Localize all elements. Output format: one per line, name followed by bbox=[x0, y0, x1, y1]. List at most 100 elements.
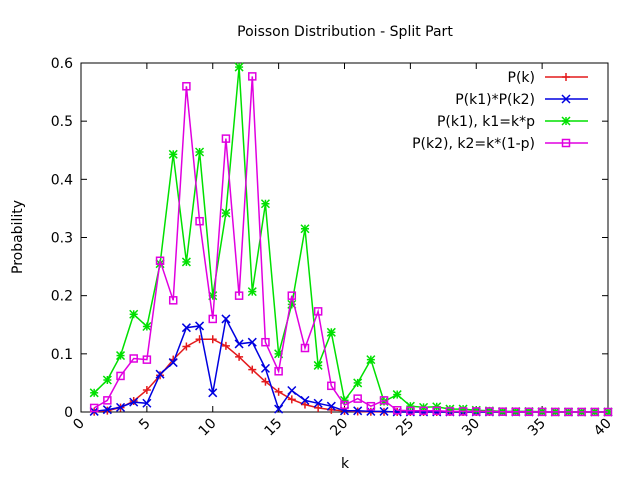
data-point bbox=[537, 407, 547, 417]
data-point bbox=[366, 401, 376, 411]
data-point bbox=[181, 323, 191, 333]
data-point bbox=[392, 407, 402, 417]
data-point bbox=[182, 342, 191, 351]
y-tick-label: 0.6 bbox=[51, 56, 73, 72]
marker-stroke bbox=[234, 339, 244, 349]
marker-stroke bbox=[353, 406, 363, 416]
data-point bbox=[485, 407, 494, 416]
data-point bbox=[221, 314, 231, 324]
marker-stroke bbox=[142, 321, 152, 332]
data-point bbox=[168, 358, 178, 368]
marker-stroke bbox=[287, 385, 297, 396]
data-point bbox=[366, 355, 376, 365]
y-tick-label: 0.5 bbox=[51, 114, 73, 130]
marker-stroke bbox=[274, 404, 284, 414]
data-point bbox=[247, 337, 257, 347]
data-point bbox=[234, 62, 244, 72]
data-point bbox=[327, 381, 336, 391]
data-point bbox=[115, 351, 126, 361]
data-point bbox=[221, 341, 230, 350]
marker-stroke bbox=[326, 327, 336, 337]
chart-title: Poisson Distribution - Split Part bbox=[237, 24, 453, 40]
marker-stroke bbox=[392, 407, 402, 417]
data-point bbox=[260, 199, 270, 209]
data-point bbox=[234, 291, 244, 300]
marker-stroke bbox=[102, 375, 112, 385]
data-point bbox=[300, 400, 309, 409]
data-point bbox=[287, 395, 296, 404]
marker-stroke bbox=[234, 62, 244, 72]
x-tick-label: 15 bbox=[262, 416, 286, 440]
marker-stroke bbox=[379, 406, 389, 416]
x-tick-label: 20 bbox=[327, 416, 351, 440]
data-point bbox=[168, 296, 178, 305]
data-point bbox=[300, 224, 310, 234]
marker-stroke bbox=[392, 390, 402, 400]
x-axis-label: k bbox=[341, 456, 350, 472]
marker-stroke bbox=[115, 402, 126, 412]
data-point bbox=[300, 395, 310, 405]
data-point bbox=[366, 406, 376, 416]
y-tick-label: 0.3 bbox=[51, 231, 73, 247]
data-point bbox=[353, 378, 363, 388]
data-point bbox=[221, 208, 231, 218]
marker-stroke bbox=[221, 314, 231, 324]
data-point bbox=[353, 406, 363, 416]
data-point bbox=[326, 327, 336, 337]
data-point bbox=[603, 407, 613, 417]
y-tick-label: 0 bbox=[64, 405, 73, 421]
marker-stroke bbox=[300, 395, 310, 405]
data-point bbox=[142, 386, 151, 395]
data-point bbox=[261, 337, 270, 347]
data-point bbox=[103, 396, 112, 405]
legend-label: P(k1), k1=k*p bbox=[437, 114, 535, 130]
marker-stroke bbox=[221, 208, 231, 218]
data-point bbox=[564, 407, 573, 417]
data-point bbox=[498, 407, 507, 416]
data-point bbox=[392, 390, 402, 400]
marker-stroke bbox=[195, 147, 205, 157]
marker-stroke bbox=[208, 388, 218, 398]
marker-stroke bbox=[313, 398, 323, 408]
marker-stroke bbox=[247, 287, 257, 297]
data-point bbox=[274, 367, 283, 376]
data-point bbox=[142, 321, 152, 332]
marker-stroke bbox=[195, 321, 205, 331]
data-point bbox=[102, 405, 112, 415]
data-point bbox=[590, 407, 600, 417]
data-point bbox=[168, 149, 178, 159]
data-point bbox=[561, 94, 571, 104]
legend-label: P(k) bbox=[508, 70, 535, 86]
marker-stroke bbox=[181, 323, 191, 333]
data-point bbox=[274, 387, 283, 396]
marker-stroke bbox=[339, 395, 350, 405]
data-point bbox=[577, 407, 586, 417]
data-point bbox=[155, 256, 165, 266]
data-point bbox=[195, 216, 204, 226]
marker-stroke bbox=[326, 401, 336, 411]
y-axis-label: Probability bbox=[10, 200, 26, 274]
marker-stroke bbox=[129, 397, 139, 407]
data-point bbox=[129, 309, 139, 319]
data-point bbox=[116, 371, 125, 381]
legend-label: P(k1)*P(k2) bbox=[455, 92, 535, 108]
data-point bbox=[379, 396, 389, 405]
data-point bbox=[247, 287, 257, 297]
y-tick-label: 0.1 bbox=[51, 347, 73, 363]
marker-stroke bbox=[115, 351, 126, 361]
data-point bbox=[326, 401, 336, 411]
legend: P(k) P(k1)*P(k2) P(k1), k1=k*p P(k2), k2=k*… bbox=[412, 70, 588, 152]
legend-label: P(k2), k2=k*(1-p) bbox=[412, 136, 535, 152]
data-point bbox=[287, 385, 297, 396]
series-line bbox=[93, 76, 609, 413]
marker-stroke bbox=[313, 360, 323, 370]
data-point bbox=[89, 403, 99, 413]
data-point bbox=[182, 82, 191, 91]
data-point bbox=[406, 406, 415, 416]
data-point bbox=[208, 335, 217, 344]
data-point bbox=[419, 406, 428, 416]
data-point bbox=[115, 402, 126, 412]
data-point bbox=[561, 138, 571, 148]
series-0 bbox=[90, 335, 612, 416]
